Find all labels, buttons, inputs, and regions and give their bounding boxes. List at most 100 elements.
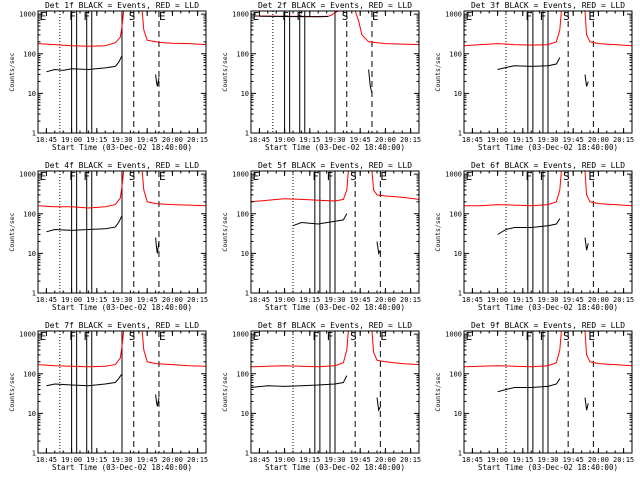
y-tick-label: 100: [236, 210, 249, 218]
y-tick-label: 1000: [445, 11, 462, 19]
lld-series-line: [250, 330, 349, 368]
marker-s: S: [350, 170, 357, 183]
y-tick-label: 100: [23, 50, 36, 58]
marker-s: S: [563, 10, 570, 23]
x-tick-label: 19:15: [512, 296, 533, 304]
y-tick-label: 1: [458, 130, 462, 138]
x-tick-label: 19:00: [274, 456, 295, 464]
marker-e: E: [253, 170, 260, 183]
x-tick-label: 19:45: [137, 296, 158, 304]
y-tick-label: 10: [28, 250, 36, 258]
x-tick-label: 19:15: [299, 296, 320, 304]
lld-series-line: [371, 330, 420, 366]
events-series-line: [46, 215, 123, 233]
x-axis-label: Start Time (03-Dec-02 18:40:00): [478, 143, 618, 152]
y-axis-label: Counts/sec: [434, 52, 442, 91]
marker-e: E: [253, 10, 260, 23]
events-series-line: [584, 397, 589, 411]
marker-e: E: [159, 10, 166, 23]
x-tick-label: 20:00: [162, 456, 183, 464]
y-tick-label: 1: [458, 290, 462, 298]
x-axis-label: Start Time (03-Dec-02 18:40:00): [478, 463, 618, 472]
y-tick-label: 100: [23, 210, 36, 218]
x-tick-label: 19:15: [512, 136, 533, 144]
x-tick-label: 19:45: [350, 136, 371, 144]
x-tick-label: 20:00: [162, 296, 183, 304]
y-tick-label: 1000: [232, 11, 249, 19]
panel-title: Det 3f BLACK = Events, RED = LLD: [471, 1, 625, 10]
x-tick-label: 19:00: [487, 456, 508, 464]
marker-f: F: [69, 170, 76, 183]
x-tick-label: 18:45: [462, 136, 483, 144]
x-axis-label: Start Time (03-Dec-02 18:40:00): [265, 463, 405, 472]
x-tick-label: 19:15: [299, 136, 320, 144]
panel-title: Det 4f BLACK = Events, RED = LLD: [45, 161, 199, 170]
marker-e: E: [40, 330, 47, 343]
marker-f: F: [525, 330, 532, 343]
marker-f: F: [525, 10, 532, 23]
lld-series-line: [141, 10, 207, 46]
marker-s: S: [350, 330, 357, 343]
marker-s: S: [342, 10, 349, 23]
y-tick-label: 100: [236, 370, 249, 378]
x-tick-label: 20:15: [187, 456, 208, 464]
x-tick-label: 18:45: [249, 456, 270, 464]
x-tick-label: 19:00: [61, 456, 82, 464]
lld-series-line: [250, 170, 349, 203]
marker-f: F: [540, 10, 547, 23]
x-axis-label: Start Time (03-Dec-02 18:40:00): [265, 143, 405, 152]
x-tick-label: 20:15: [613, 136, 634, 144]
marker-e: E: [253, 330, 260, 343]
y-tick-label: 1: [458, 450, 462, 458]
marker-s: S: [563, 330, 570, 343]
y-tick-label: 10: [28, 90, 36, 98]
y-tick-label: 1000: [19, 331, 36, 339]
lld-series-line: [463, 10, 562, 47]
y-tick-label: 100: [449, 210, 462, 218]
x-tick-label: 19:45: [563, 296, 584, 304]
marker-f: F: [83, 170, 90, 183]
events-series-line: [584, 237, 589, 251]
y-tick-label: 100: [449, 50, 462, 58]
x-tick-label: 20:15: [187, 296, 208, 304]
marker-f: F: [540, 170, 547, 183]
lld-series-line: [584, 10, 633, 47]
x-tick-label: 19:30: [324, 456, 345, 464]
lld-series-line: [141, 170, 207, 207]
x-tick-label: 18:45: [249, 136, 270, 144]
y-tick-label: 10: [454, 90, 462, 98]
y-axis-label: Counts/sec: [221, 212, 229, 251]
x-tick-label: 18:45: [36, 456, 57, 464]
panel-title: Det 6f BLACK = Events, RED = LLD: [471, 161, 625, 170]
marker-f: F: [296, 10, 303, 23]
y-tick-label: 1: [245, 450, 249, 458]
y-tick-label: 10: [28, 410, 36, 418]
y-tick-label: 1000: [19, 11, 36, 19]
x-axis-label: Start Time (03-Dec-02 18:40:00): [265, 303, 405, 312]
y-tick-label: 100: [449, 370, 462, 378]
x-tick-label: 19:45: [137, 136, 158, 144]
x-tick-label: 19:00: [487, 136, 508, 144]
marker-e: E: [466, 10, 473, 23]
x-tick-label: 19:00: [61, 136, 82, 144]
lld-series-line: [584, 330, 633, 367]
x-tick-label: 19:30: [111, 456, 132, 464]
x-tick-label: 20:00: [375, 136, 396, 144]
marker-e: E: [40, 10, 47, 23]
y-tick-label: 100: [23, 370, 36, 378]
marker-s: S: [129, 330, 136, 343]
y-tick-label: 10: [241, 90, 249, 98]
events-series-line: [497, 218, 561, 235]
marker-s: S: [563, 170, 570, 183]
x-tick-label: 18:45: [249, 296, 270, 304]
x-tick-label: 19:15: [512, 456, 533, 464]
marker-e: E: [159, 170, 166, 183]
marker-f: F: [282, 10, 289, 23]
y-axis-label: Counts/sec: [8, 52, 16, 91]
x-tick-label: 19:15: [86, 296, 107, 304]
y-tick-label: 10: [454, 250, 462, 258]
x-tick-label: 18:45: [36, 296, 57, 304]
marker-s: S: [129, 10, 136, 23]
